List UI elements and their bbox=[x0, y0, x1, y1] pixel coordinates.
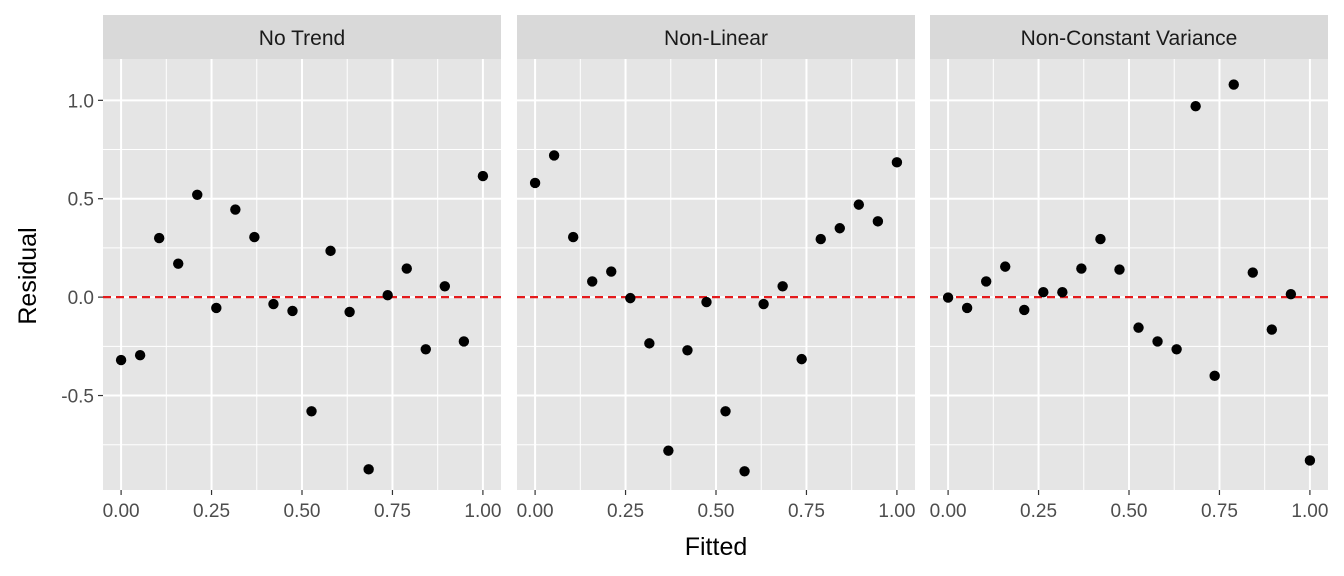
data-point bbox=[701, 296, 712, 308]
data-point bbox=[739, 466, 750, 477]
data-point bbox=[834, 223, 845, 234]
data-point bbox=[1190, 101, 1201, 112]
data-point bbox=[1285, 288, 1297, 300]
data-point bbox=[1228, 79, 1239, 90]
data-point bbox=[230, 204, 241, 215]
x-tick-label: 0.50 bbox=[284, 501, 321, 522]
data-point bbox=[458, 336, 470, 347]
facet-strip bbox=[517, 15, 915, 59]
data-point bbox=[249, 231, 260, 243]
data-point bbox=[1000, 261, 1011, 272]
data-point bbox=[872, 216, 884, 227]
data-point bbox=[720, 406, 731, 417]
data-point bbox=[134, 349, 146, 361]
facet-panels: No Trend 0.00 0.25 0.50 0.75 1.00 Non-Linear 0.… bbox=[103, 15, 1328, 522]
data-point bbox=[115, 354, 127, 366]
data-point bbox=[853, 199, 865, 210]
x-tick-label: 0.75 bbox=[374, 501, 411, 522]
data-point bbox=[401, 263, 412, 274]
data-point bbox=[1247, 267, 1258, 278]
y-tick-label: 1.0 bbox=[68, 91, 94, 112]
data-point bbox=[439, 281, 451, 292]
data-point bbox=[942, 292, 954, 303]
x-tick-label: 0.00 bbox=[930, 501, 967, 522]
x-tick-label: 0.75 bbox=[1201, 501, 1238, 522]
data-point bbox=[477, 170, 489, 182]
x-tick-label: 1.00 bbox=[878, 501, 915, 522]
data-point bbox=[644, 338, 655, 349]
data-point bbox=[1095, 233, 1106, 245]
data-point bbox=[606, 266, 617, 277]
data-point bbox=[891, 157, 903, 168]
y-axis-title: Residual bbox=[14, 227, 42, 324]
data-point bbox=[961, 302, 973, 314]
x-axis-title: Fitted bbox=[685, 533, 748, 561]
data-point bbox=[344, 306, 355, 318]
data-point bbox=[306, 406, 317, 417]
facet-panel: Non-Constant Variance 0.00 0.25 0.50 0.75 1.0… bbox=[930, 15, 1328, 522]
data-point bbox=[1266, 324, 1278, 335]
data-point bbox=[1152, 336, 1163, 347]
data-point bbox=[1076, 263, 1087, 274]
data-point bbox=[1133, 322, 1144, 333]
y-tick-label: 0.5 bbox=[68, 190, 94, 211]
data-point bbox=[1171, 344, 1182, 355]
data-point bbox=[173, 258, 184, 269]
x-tick-label: 1.00 bbox=[464, 501, 501, 522]
data-point bbox=[777, 281, 788, 292]
data-point bbox=[548, 150, 560, 161]
data-point bbox=[420, 344, 431, 355]
data-point bbox=[1304, 455, 1316, 466]
x-tick-label: 0.00 bbox=[517, 501, 554, 522]
data-point bbox=[567, 231, 579, 243]
x-tick-label: 0.00 bbox=[103, 501, 140, 522]
facet-strip bbox=[930, 15, 1328, 59]
data-point bbox=[796, 353, 807, 365]
data-point bbox=[287, 305, 298, 317]
data-point bbox=[587, 276, 598, 287]
x-tick-label: 0.50 bbox=[698, 501, 735, 522]
data-point bbox=[382, 289, 393, 301]
data-point bbox=[1038, 287, 1049, 298]
data-point bbox=[1209, 370, 1220, 382]
data-point bbox=[363, 464, 374, 475]
data-point bbox=[980, 276, 992, 287]
data-point bbox=[1019, 304, 1030, 316]
y-tick-label: 0.0 bbox=[68, 288, 94, 309]
x-tick-label: 1.00 bbox=[1291, 501, 1328, 522]
facet-strip bbox=[103, 15, 501, 59]
facet-panel: Non-Linear 0.00 0.25 0.50 0.75 1.00 bbox=[517, 15, 915, 522]
data-point bbox=[529, 177, 541, 189]
data-point bbox=[815, 233, 826, 245]
data-point bbox=[663, 445, 674, 456]
data-point bbox=[1057, 287, 1068, 298]
data-point bbox=[625, 292, 636, 304]
data-point bbox=[153, 232, 165, 244]
y-tick-label: -0.5 bbox=[61, 387, 94, 408]
data-point bbox=[268, 298, 279, 310]
data-point bbox=[1114, 264, 1125, 275]
data-point bbox=[682, 345, 693, 356]
data-point bbox=[758, 298, 769, 310]
data-point bbox=[211, 302, 222, 314]
y-axis: -0.5 0.0 0.5 1.0 bbox=[61, 91, 103, 408]
data-point bbox=[192, 189, 203, 200]
facet-panel: No Trend 0.00 0.25 0.50 0.75 1.00 bbox=[103, 15, 501, 522]
facet-strip-label: No Trend bbox=[259, 27, 345, 50]
x-tick-label: 0.25 bbox=[607, 501, 644, 522]
x-tick-label: 0.75 bbox=[788, 501, 825, 522]
data-point bbox=[325, 245, 336, 257]
facet-strip-label: Non-Constant Variance bbox=[1021, 27, 1238, 50]
x-tick-label: 0.50 bbox=[1111, 501, 1148, 522]
x-tick-label: 0.25 bbox=[1020, 501, 1057, 522]
x-tick-label: 0.25 bbox=[193, 501, 230, 522]
facet-strip-label: Non-Linear bbox=[664, 27, 768, 50]
